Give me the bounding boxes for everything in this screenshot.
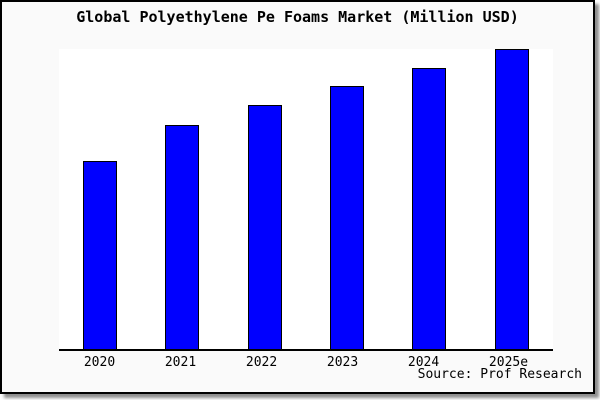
- x-tick-2024: 2024: [407, 355, 440, 370]
- bar-2022: [247, 105, 282, 349]
- bar-2023: [330, 86, 365, 349]
- bar-2025e: [494, 49, 529, 349]
- x-axis-labels: 2020 2021 2022 2023 2024 2025e: [59, 355, 553, 370]
- x-tick-2025e: 2025e: [488, 355, 529, 370]
- bar-2020: [83, 161, 118, 349]
- x-tick-2023: 2023: [326, 355, 359, 370]
- source-text: Source: Prof Research: [417, 367, 582, 382]
- x-tick-2022: 2022: [245, 355, 278, 370]
- plot-area: [59, 49, 553, 351]
- chart-window: Global Polyethylene Pe Foams Market (Mil…: [0, 0, 595, 394]
- bars-container: [59, 49, 553, 349]
- chart-title: Global Polyethylene Pe Foams Market (Mil…: [76, 8, 519, 26]
- bar-2024: [412, 68, 447, 349]
- x-tick-2020: 2020: [83, 355, 116, 370]
- x-tick-2021: 2021: [164, 355, 197, 370]
- bar-2021: [165, 125, 200, 349]
